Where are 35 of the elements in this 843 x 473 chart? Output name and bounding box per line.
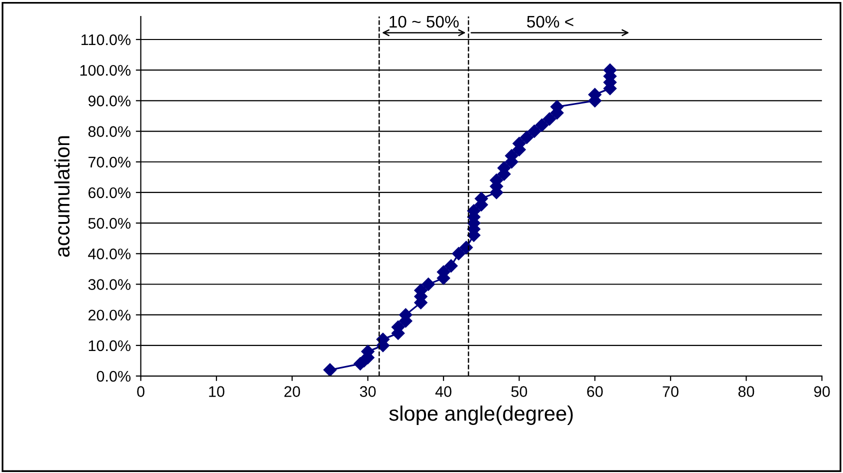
point [528, 124, 541, 138]
x-tick-label: 40 [435, 386, 452, 397]
y-tick-label: 0.0% [96, 370, 131, 382]
y-tick-label: 20.0% [88, 310, 131, 321]
point [422, 278, 435, 291]
annotation: 10 ~ 50% [390, 16, 459, 28]
x-axis-title: slope angle(degree) [389, 406, 573, 425]
x-tick-label: 20 [284, 386, 300, 397]
point [535, 118, 548, 132]
x-tick-label: 30 [360, 386, 376, 397]
x-tick-label: 60 [587, 386, 603, 397]
y-tick-label: 90.0% [88, 96, 131, 106]
y-tick-label: 30.0% [88, 279, 131, 290]
point [520, 130, 534, 144]
y-tick-label: 50.0% [88, 218, 131, 229]
x-tick-label: 90 [814, 386, 830, 397]
y-tick-label: 40.0% [88, 248, 131, 260]
x-tick-label: 80 [738, 386, 754, 397]
y-tick-label: 10.0% [88, 340, 131, 352]
y-tick-label: 80.0% [88, 126, 131, 137]
y-axis-title: accumulation [54, 136, 70, 257]
point [460, 240, 473, 254]
point [452, 247, 466, 260]
x-tick-label: 0 [137, 386, 144, 397]
y-tick-label: 110.0% [82, 34, 131, 46]
annotation: 50% < [527, 16, 574, 28]
point [542, 112, 556, 126]
y-tick-label: 60.0% [88, 187, 131, 198]
x-tick-label: 70 [662, 386, 678, 397]
x-tick-label: 50 [511, 386, 528, 397]
y-tick-label: 70.0% [88, 156, 131, 168]
point [323, 363, 337, 376]
y-tick-label: 100.0% [80, 64, 131, 76]
x-tick-label: 10 [209, 386, 224, 397]
point [444, 259, 458, 272]
